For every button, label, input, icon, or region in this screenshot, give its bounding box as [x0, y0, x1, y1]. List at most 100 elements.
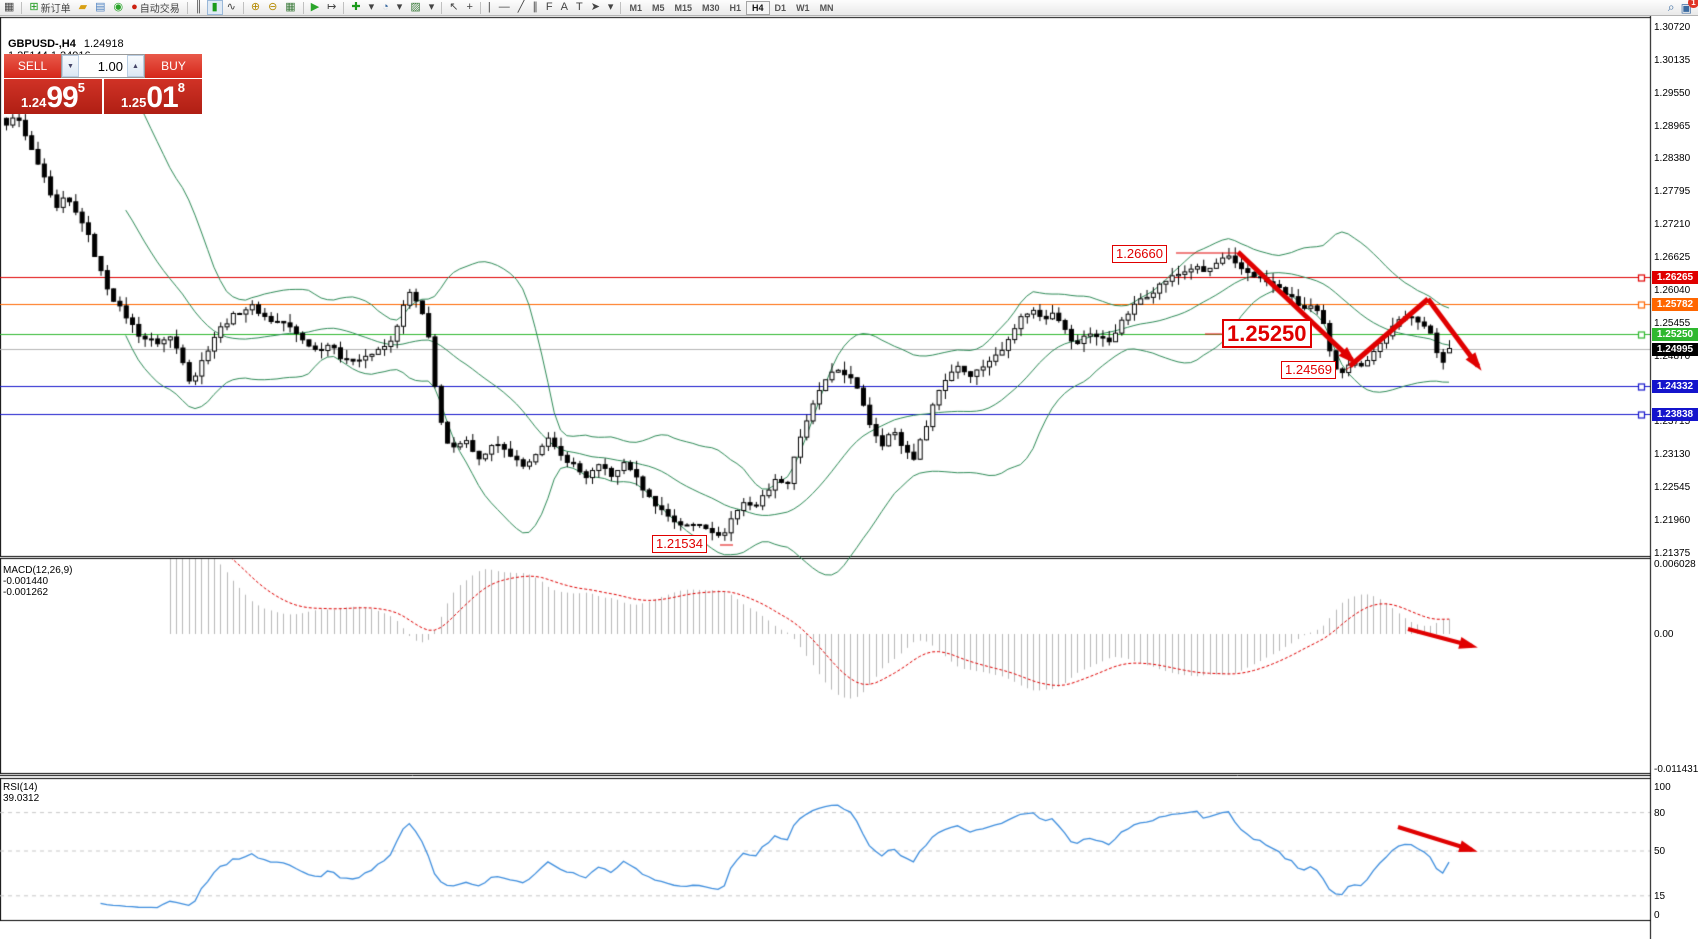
- signals-icon[interactable]: ◉: [110, 0, 128, 15]
- channel-button[interactable]: ∥: [528, 0, 542, 15]
- price-line-chip: 1.23838: [1652, 407, 1698, 421]
- line-chart-type-button[interactable]: ∿: [223, 0, 240, 15]
- buy-button[interactable]: BUY: [145, 54, 202, 78]
- buy-price-panel[interactable]: 1.25 01 8: [104, 79, 202, 114]
- indicators-caret-icon: ▾: [368, 1, 375, 13]
- text-icon: A: [560, 1, 568, 13]
- volume-input[interactable]: [79, 55, 127, 77]
- price-axis-tick: 1.28965: [1654, 120, 1691, 132]
- price-annotation[interactable]: 1.25250: [1222, 319, 1312, 348]
- periods-caret-icon: ▾: [396, 1, 403, 13]
- channel-icon: ∥: [532, 1, 538, 13]
- macd-axis-zero: 0.00: [1654, 629, 1674, 640]
- notification-badge: 1: [1688, 0, 1698, 8]
- rsi-axis-0: 0: [1654, 910, 1660, 921]
- autotrading-button[interactable]: ● 自动交易: [127, 0, 184, 15]
- vertical-line-button[interactable]: |: [484, 0, 495, 15]
- candlestick-chart-type-button[interactable]: ▮: [206, 0, 223, 15]
- timeframe-m15-button[interactable]: M15: [674, 2, 692, 13]
- price-line-chip: 1.25782: [1652, 298, 1698, 312]
- sell-price-big: 99: [46, 81, 78, 114]
- rsi-axis-15: 15: [1654, 890, 1666, 902]
- price-axis-tick: 1.23130: [1654, 449, 1691, 461]
- horizontal-line-button[interactable]: —: [495, 0, 514, 15]
- vertical-line-icon: |: [487, 1, 491, 13]
- timeframe-m30-button[interactable]: M30: [702, 2, 720, 13]
- price-axis-tick: 1.26040: [1654, 284, 1691, 296]
- price-annotation[interactable]: 1.24569: [1281, 361, 1336, 379]
- arrows-caret[interactable]: ▾: [604, 0, 618, 15]
- arrows-button[interactable]: ➤: [587, 0, 604, 15]
- chart-symbol-period: GBPUSD-,H4: [8, 38, 76, 50]
- timeframe-h1-button[interactable]: H1: [729, 2, 742, 13]
- arrows-icon: ➤: [590, 1, 600, 13]
- fibonacci-button[interactable]: F: [542, 0, 557, 15]
- price-axis-tick: 1.23715: [1654, 416, 1691, 428]
- periods-button[interactable]: ◔: [378, 0, 393, 15]
- price-line-chip: 1.26265: [1652, 271, 1698, 285]
- bar-chart-type-button[interactable]: ║: [191, 0, 207, 15]
- timeframe-mn-button[interactable]: MN: [819, 2, 834, 13]
- new-order-icon: ⊞: [29, 1, 39, 13]
- template-caret-icon: ▾: [428, 1, 435, 13]
- autotrading-button-label: 自动交易: [139, 4, 180, 15]
- toolbar: ▦ ⊞ 新订单 ▰ ▤ ◉ ● 自动交易 ║ ▮ ∿ ⊕ ⊖ ▦ ▶ ↦ ✚ ▾ ◔ ▾ ▨ ▾ ↖ + | — ╱ ∥ F A T ➤ ▾ M1…: [0, 0, 1698, 16]
- crosshair-button[interactable]: +: [462, 0, 476, 15]
- cursor-button[interactable]: ↖: [445, 0, 462, 15]
- price-axis-tick: 1.30720: [1654, 22, 1691, 34]
- rsi-label: RSI(14) 39.0312: [3, 782, 40, 804]
- macd-axis-min: -0.011431: [1654, 764, 1698, 775]
- timeframe-h4-button[interactable]: H4: [746, 0, 770, 15]
- timeframe-m1-button[interactable]: M1: [629, 2, 642, 13]
- chat-icon[interactable]: ▣ 1: [1681, 0, 1698, 15]
- tile-windows-button[interactable]: ▦: [281, 0, 299, 15]
- candlestick-chart-type-icon: ▮: [211, 1, 218, 13]
- macd-label: MACD(12,26,9) -0.001440 -0.001262: [3, 565, 73, 598]
- buy-price-pip: 8: [177, 80, 185, 95]
- periods-caret[interactable]: ▾: [393, 0, 407, 15]
- auto-scroll-button[interactable]: ▶: [307, 0, 323, 15]
- text-label-button[interactable]: T: [572, 0, 587, 15]
- bar-chart-type-icon: ║: [194, 1, 203, 13]
- price-axis-tick: 1.27795: [1654, 186, 1691, 198]
- gold-icon[interactable]: ▰: [75, 0, 91, 15]
- chart-window-icon[interactable]: ▦: [0, 0, 18, 15]
- text-button[interactable]: A: [557, 0, 572, 15]
- chart-shift-button[interactable]: ↦: [323, 0, 340, 15]
- timeframe-m5-button[interactable]: M5: [651, 2, 665, 13]
- sell-button[interactable]: SELL: [4, 54, 61, 78]
- terminal-icon[interactable]: ▤: [91, 0, 109, 15]
- price-annotation[interactable]: 1.26660: [1112, 245, 1167, 263]
- sell-price-panel[interactable]: 1.24 99 5: [4, 79, 102, 114]
- new-order-button[interactable]: ⊞ 新订单: [25, 0, 74, 15]
- timeframe-w1-button[interactable]: W1: [796, 2, 810, 13]
- volume-decrease-button[interactable]: ▼: [62, 55, 79, 77]
- price-axis-tick: 1.30135: [1654, 54, 1691, 66]
- template-button[interactable]: ▨: [406, 0, 424, 15]
- indicators-caret[interactable]: ▾: [365, 0, 379, 15]
- trendline-button[interactable]: ╱: [514, 0, 529, 15]
- zoom-out-button[interactable]: ⊖: [264, 0, 281, 15]
- zoom-in-button[interactable]: ⊕: [247, 0, 264, 15]
- indicators-button[interactable]: ✚: [347, 0, 364, 15]
- auto-scroll-icon: ▶: [310, 1, 320, 13]
- search-icon[interactable]: ⌕: [1667, 0, 1675, 14]
- chart-canvas[interactable]: [0, 16, 1698, 939]
- price-axis-tick: 1.21375: [1654, 547, 1691, 559]
- price-annotation[interactable]: 1.21534: [652, 535, 707, 553]
- price-axis-tick: 1.26625: [1654, 252, 1691, 264]
- trendline-icon: ╱: [517, 1, 525, 13]
- rsi-axis-50: 50: [1654, 846, 1666, 857]
- price-axis-tick: 1.24870: [1654, 350, 1691, 362]
- volume-increase-button[interactable]: ▲: [127, 55, 144, 77]
- timeframe-d1-button[interactable]: D1: [774, 2, 787, 13]
- sell-price-pip: 5: [77, 80, 85, 95]
- template-caret[interactable]: ▾: [425, 0, 439, 15]
- template-icon: ▨: [410, 1, 421, 13]
- price-axis-tick: 1.27210: [1654, 219, 1691, 231]
- toolbar-separator: [242, 1, 244, 14]
- toolbar-separator: [186, 1, 188, 14]
- toolbar-separator: [343, 1, 345, 14]
- price-line-chip: 1.25250: [1652, 328, 1698, 342]
- line-chart-type-icon: ∿: [226, 1, 236, 13]
